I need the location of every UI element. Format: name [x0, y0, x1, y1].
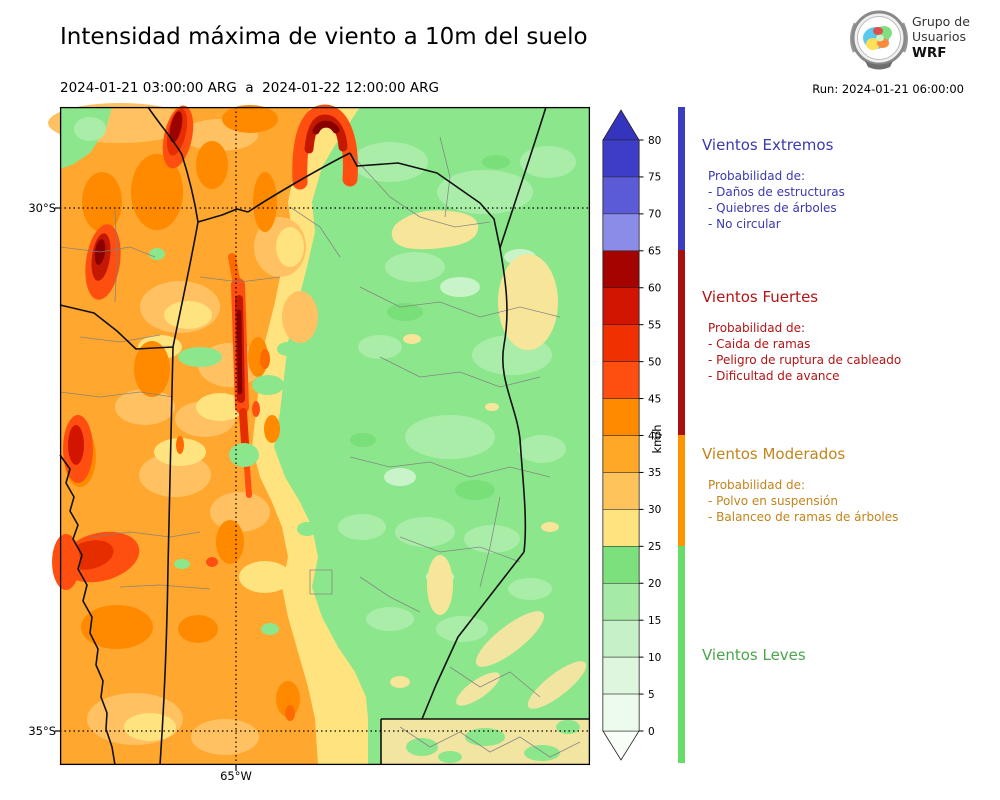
logo-line-1: Grupo de — [912, 14, 970, 29]
svg-text:35: 35 — [648, 467, 661, 479]
logo-text: Grupo de Usuarios WRF — [912, 14, 970, 61]
svg-text:5: 5 — [648, 689, 655, 701]
map-axis-ticks — [55, 207, 237, 771]
map-province-boundaries — [59, 106, 590, 766]
category-strip-segment — [678, 435, 685, 546]
map-department-boundaries — [59, 136, 581, 758]
map-frame — [59, 106, 591, 766]
svg-text:65: 65 — [648, 246, 661, 258]
legend-section-leves: Vientos Leves — [702, 646, 994, 679]
legend-item: - Peligro de ruptura de cableado — [708, 353, 902, 368]
legend-title-extremos: Vientos Extremos — [702, 136, 834, 154]
legend-section-moderados: Vientos Moderados Probabilidad de: - Pol… — [702, 445, 994, 525]
legend-item: - Quiebres de árboles — [708, 201, 837, 216]
colorbar-unit-label: km/h — [650, 424, 664, 453]
logo-line-3: WRF — [912, 44, 947, 61]
svg-text:70: 70 — [648, 209, 661, 221]
legend-title-moderados: Vientos Moderados — [702, 445, 846, 463]
svg-text:40: 40 — [648, 430, 661, 442]
category-color-strip — [678, 107, 685, 763]
wrf-logo — [846, 8, 912, 76]
svg-text:50: 50 — [648, 356, 661, 368]
legend-item: - Balanceo de ramas de árboles — [708, 510, 899, 525]
map-east-yellow-patches — [390, 210, 559, 688]
map-east-green-mottling — [338, 142, 576, 642]
legend-item: - Daños de estructuras — [708, 185, 845, 199]
category-strip-segment — [678, 546, 685, 763]
globe-icon — [850, 10, 908, 70]
legend-item: - No circular — [708, 217, 781, 232]
svg-text:45: 45 — [648, 393, 661, 405]
legend-intro-fuertes: Probabilidad de: — [708, 321, 806, 335]
category-strip-segment — [678, 107, 685, 250]
lon-label-65w: 65°W — [220, 769, 252, 783]
legend-intro-extremos: Probabilidad de: — [708, 169, 806, 183]
map-west-orange-region — [60, 107, 318, 765]
lat-label-35s: 35°S — [28, 724, 56, 738]
svg-text:20: 20 — [648, 578, 661, 590]
legend-item: - Polvo en suspensión — [708, 494, 838, 508]
category-strip-segment — [678, 250, 685, 435]
legend-title-fuertes: Vientos Fuertes — [702, 288, 819, 306]
map-strong-wind-red-streaks — [52, 104, 358, 721]
map-graticule — [60, 107, 590, 765]
svg-text:60: 60 — [648, 283, 661, 295]
svg-text:75: 75 — [648, 172, 661, 184]
legend-intro-moderados: Probabilidad de: — [708, 478, 806, 492]
wind-map — [48, 103, 591, 771]
svg-text:25: 25 — [648, 541, 661, 553]
svg-text:80: 80 — [648, 135, 661, 147]
svg-text:30: 30 — [648, 504, 661, 516]
legend-section-fuertes: Vientos Fuertes Probabilidad de: - Caida… — [702, 288, 994, 385]
svg-text:15: 15 — [648, 615, 661, 627]
legend-section-extremos: Vientos Extremos Probabilidad de: - Daño… — [702, 136, 994, 233]
legend-item: - Dificultad de avance — [708, 369, 840, 384]
model-run-label: Run: 2024-01-21 06:00:00 — [812, 82, 964, 96]
logo-line-2: Usuarios — [912, 29, 967, 45]
legend-title-leves: Vientos Leves — [702, 646, 806, 664]
lat-label-30s: 30°S — [28, 201, 56, 215]
svg-text:55: 55 — [648, 319, 661, 331]
svg-text:0: 0 — [648, 726, 655, 738]
svg-text:10: 10 — [648, 652, 661, 664]
page-title: Intensidad máxima de viento a 10m del su… — [60, 24, 588, 50]
valid-period-label: 2024-01-21 03:00:00 ARG a 2024-01-22 12:… — [60, 80, 439, 96]
legend-item: - Caida de ramas — [708, 337, 811, 351]
